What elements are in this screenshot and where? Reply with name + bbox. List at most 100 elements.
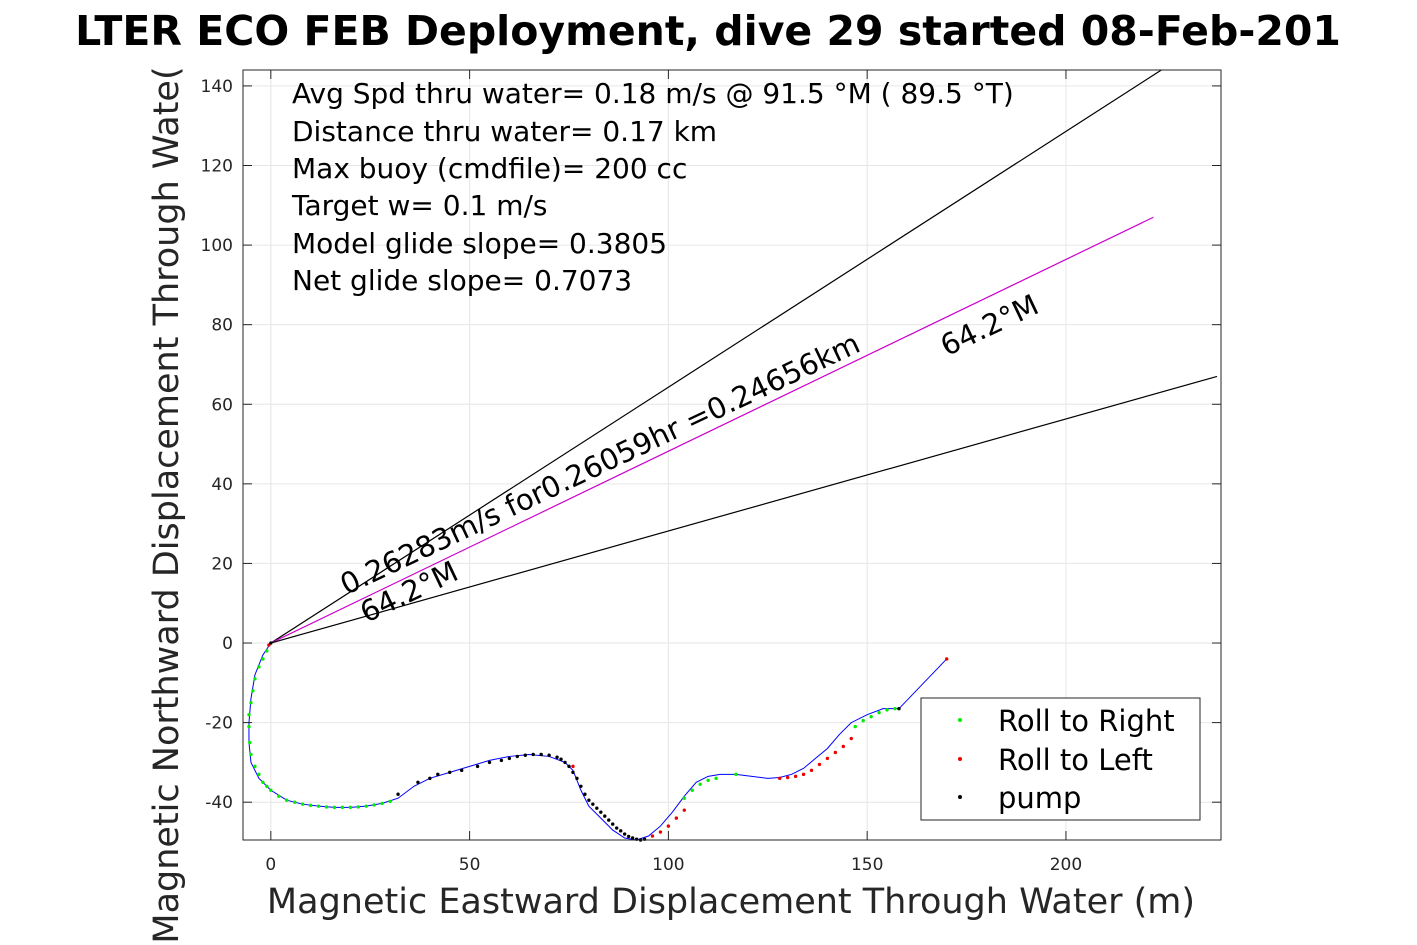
pump-point bbox=[575, 776, 579, 781]
roll-right-point bbox=[285, 798, 289, 802]
y-tick-label: 100 bbox=[201, 236, 233, 256]
roll-right-point bbox=[324, 805, 329, 809]
roll-right-point bbox=[690, 788, 694, 792]
roll-right-point bbox=[265, 649, 269, 653]
legend-box bbox=[920, 697, 1201, 821]
y-tick-label: 60 bbox=[211, 395, 233, 415]
pump-point bbox=[587, 798, 591, 802]
track-markers bbox=[247, 641, 949, 842]
reference-lines bbox=[270, 69, 1218, 644]
pump-point bbox=[547, 753, 551, 757]
pump-point bbox=[416, 780, 420, 784]
roll-left-point bbox=[833, 750, 838, 755]
pump-point bbox=[611, 822, 615, 826]
info-target-w: Target w= 0.1 m/s bbox=[291, 189, 548, 222]
pump-point bbox=[579, 784, 583, 788]
info-max-buoy: Max buoy (cmdfile)= 200 cc bbox=[292, 152, 687, 185]
roll-left-point bbox=[682, 808, 686, 812]
roll-right-point bbox=[706, 778, 710, 783]
x-tick-label: 0 bbox=[265, 855, 276, 875]
roll-right-point bbox=[251, 689, 255, 693]
pump-point bbox=[507, 756, 512, 761]
legend-marker-roll-left bbox=[958, 757, 962, 761]
info-model-glide-slope: Model glide slope= 0.3805 bbox=[292, 227, 667, 260]
pump-point bbox=[595, 806, 599, 810]
reference-line-heading bbox=[270, 216, 1154, 644]
pump-point bbox=[618, 829, 623, 833]
pump-point bbox=[583, 792, 587, 796]
roll-right-point bbox=[885, 708, 889, 712]
pump-point bbox=[567, 764, 571, 769]
x-tick-label: 150 bbox=[851, 855, 883, 875]
pump-point bbox=[559, 757, 563, 761]
roll-left-point bbox=[849, 736, 853, 741]
y-tick-label: -40 bbox=[205, 793, 233, 813]
pump-point bbox=[622, 832, 627, 836]
legend-label-pump: pump bbox=[998, 781, 1081, 815]
roll-left-point bbox=[825, 756, 830, 761]
x-tick-label: 50 bbox=[459, 855, 481, 875]
pump-point bbox=[630, 836, 635, 840]
roll-right-point bbox=[877, 710, 881, 715]
y-tick-label: 0 bbox=[222, 634, 233, 654]
dive-info-text: Avg Spd thru water= 0.18 m/s @ 91.5 °M (… bbox=[291, 77, 1014, 297]
pump-point bbox=[531, 752, 535, 757]
roll-right-point bbox=[340, 805, 345, 810]
pump-point bbox=[499, 758, 504, 763]
pump-point bbox=[555, 755, 559, 759]
track-line bbox=[248, 642, 948, 841]
y-tick-label: -20 bbox=[205, 714, 233, 734]
roll-right-point bbox=[698, 782, 702, 786]
y-axis-label: Magnetic Northward Displacement Through … bbox=[147, 66, 187, 943]
roll-right-point bbox=[356, 805, 360, 809]
roll-left-point bbox=[666, 824, 671, 828]
info-distance: Distance thru water= 0.17 km bbox=[292, 115, 717, 148]
pump-point bbox=[607, 818, 611, 822]
legend-label-roll-right: Roll to Right bbox=[998, 704, 1175, 738]
pump-point bbox=[475, 764, 480, 769]
pump-point bbox=[396, 792, 400, 796]
roll-left-point bbox=[817, 762, 822, 767]
pump-point bbox=[459, 768, 464, 773]
roll-right-point bbox=[734, 772, 738, 777]
roll-right-point bbox=[316, 804, 321, 808]
roll-right-point bbox=[265, 784, 269, 788]
pump-point bbox=[428, 776, 432, 781]
roll-right-point bbox=[277, 794, 281, 798]
pump-point bbox=[615, 826, 619, 830]
roll-left-point bbox=[801, 772, 806, 777]
roll-right-point bbox=[248, 740, 252, 745]
roll-right-point bbox=[249, 752, 253, 757]
roll-right-point bbox=[380, 801, 384, 806]
roll-right-point bbox=[388, 799, 392, 804]
pump-point bbox=[571, 770, 575, 775]
roll-right-point bbox=[261, 780, 265, 784]
pump-point bbox=[591, 802, 595, 806]
roll-right-point bbox=[364, 804, 368, 808]
y-tick-label: 40 bbox=[211, 475, 233, 495]
roll-right-point bbox=[257, 665, 261, 669]
roll-right-point bbox=[893, 706, 897, 711]
reference-line-lower-bound bbox=[270, 375, 1218, 644]
reference-line-upper-bound bbox=[270, 69, 1162, 644]
roll-right-point bbox=[332, 805, 337, 810]
roll-right-point bbox=[257, 772, 261, 777]
plot-area: 0.26283m/s for0.26059hr =0.24656km64.2°M… bbox=[201, 69, 1222, 875]
pump-point bbox=[515, 754, 520, 759]
chart-title: LTER ECO FEB Deployment, dive 29 started… bbox=[75, 7, 1341, 55]
legend-label-roll-left: Roll to Left bbox=[998, 743, 1153, 777]
roll-left-point bbox=[674, 816, 679, 820]
roll-left-point bbox=[785, 775, 790, 780]
roll-left-point bbox=[571, 764, 575, 769]
pump-point bbox=[626, 834, 631, 839]
roll-right-point bbox=[249, 701, 253, 705]
x-tick-label: 100 bbox=[652, 855, 684, 875]
roll-right-point bbox=[247, 712, 251, 717]
legend-marker-pump bbox=[958, 795, 962, 799]
roll-right-point bbox=[682, 796, 686, 800]
roll-right-point bbox=[247, 724, 251, 729]
roll-right-point bbox=[853, 724, 857, 729]
pump-point bbox=[523, 753, 527, 757]
legend-marker-roll-right bbox=[958, 718, 962, 722]
info-net-glide-slope: Net glide slope= 0.7073 bbox=[292, 264, 632, 297]
